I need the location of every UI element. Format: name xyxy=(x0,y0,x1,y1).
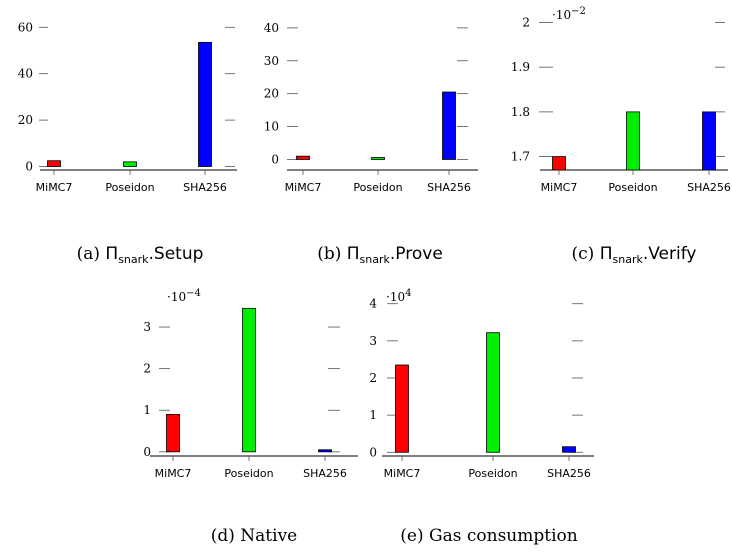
x-tick-label: MiMC7 xyxy=(285,181,322,194)
y-tick-label: 30 xyxy=(264,54,279,68)
y-tick-label: 2 xyxy=(369,371,377,385)
panel-caption: (a) Πsnark.Setup xyxy=(77,244,204,266)
bar-mimc7 xyxy=(48,161,61,167)
y-tick-label: 0 xyxy=(271,152,279,166)
bar-mimc7 xyxy=(553,157,566,170)
y-tick-label: 1.7 xyxy=(511,150,530,164)
y-axis-exponent: ·104 xyxy=(386,288,411,304)
panel-caption: (e) Gas consumption xyxy=(400,526,577,546)
y-tick-label: 20 xyxy=(264,87,279,101)
panel-caption: (d) Native xyxy=(211,526,298,546)
x-tick-label: SHA256 xyxy=(687,181,731,194)
chart-panel-1: 0 20 40 60 MiMC7 Poseidon SHA256 (a) Πsnark.Set… xyxy=(18,20,237,266)
chart-panel-3: 1.7 1.8 1.9 2 ·10−2 MiMC7 Poseidon SHA256 (c) Πs… xyxy=(511,6,731,266)
x-tick-label: MiMC7 xyxy=(155,467,192,480)
y-tick-label: 1.8 xyxy=(511,105,530,119)
y-tick-label: 0 xyxy=(369,445,377,459)
x-tick-label: Poseidon xyxy=(224,467,273,480)
bar-sha256 xyxy=(703,112,716,170)
y-tick-label: 2 xyxy=(522,15,530,29)
bar-poseidon xyxy=(627,112,640,170)
y-tick-label: 40 xyxy=(18,67,33,81)
x-tick-label: MiMC7 xyxy=(541,181,578,194)
x-tick-label: Poseidon xyxy=(353,181,402,194)
bar-poseidon xyxy=(487,333,500,453)
y-tick-label: 3 xyxy=(369,334,377,348)
x-tick-label: SHA256 xyxy=(183,181,227,194)
bar-sha256 xyxy=(199,42,212,166)
bar-poseidon xyxy=(243,308,256,452)
panel-caption: (c) Πsnark.Verify xyxy=(572,244,697,266)
y-tick-label: 3 xyxy=(143,320,151,334)
bar-sha256 xyxy=(563,447,576,453)
bar-poseidon xyxy=(372,157,385,159)
panel-caption: (b) Πsnark.Prove xyxy=(317,244,443,266)
y-tick-label: 0 xyxy=(143,445,151,459)
x-tick-label: SHA256 xyxy=(547,467,591,480)
bar-sha256 xyxy=(443,92,456,159)
x-tick-label: SHA256 xyxy=(427,181,471,194)
x-tick-label: MiMC7 xyxy=(384,467,421,480)
y-tick-label: 60 xyxy=(18,20,33,34)
x-tick-label: SHA256 xyxy=(303,467,347,480)
bar-mimc7 xyxy=(396,365,409,452)
bar-mimc7 xyxy=(167,414,180,451)
y-tick-label: 1 xyxy=(369,408,377,422)
y-axis-exponent: ·10−2 xyxy=(552,6,586,22)
bar-mimc7 xyxy=(297,156,310,159)
chart-panel-4: 0 1 2 3 ·10−4 MiMC7 Poseidon SHA256 (d) Native xyxy=(143,288,358,546)
y-axis-exponent: ·10−4 xyxy=(167,288,201,304)
x-tick-label: Poseidon xyxy=(608,181,657,194)
bar-poseidon xyxy=(124,162,137,167)
y-tick-label: 40 xyxy=(264,21,279,35)
x-tick-label: Poseidon xyxy=(468,467,517,480)
y-tick-label: 1.9 xyxy=(511,60,530,74)
y-tick-label: 10 xyxy=(264,120,279,134)
x-tick-label: Poseidon xyxy=(105,181,154,194)
chart-panel-2: 0 10 20 30 40 MiMC7 Poseidon SHA256 (b) Πsnark.P… xyxy=(264,21,478,266)
y-tick-label: 20 xyxy=(18,113,33,127)
bar-sha256 xyxy=(319,450,332,452)
y-tick-label: 0 xyxy=(25,160,33,174)
y-tick-label: 2 xyxy=(143,362,151,376)
x-tick-label: MiMC7 xyxy=(36,181,73,194)
y-tick-label: 1 xyxy=(143,403,151,417)
y-tick-label: 4 xyxy=(369,297,377,311)
chart-panel-5: 0 1 2 3 4 ·104 MiMC7 Poseidon SHA256 (e) Gas cons… xyxy=(369,288,594,546)
